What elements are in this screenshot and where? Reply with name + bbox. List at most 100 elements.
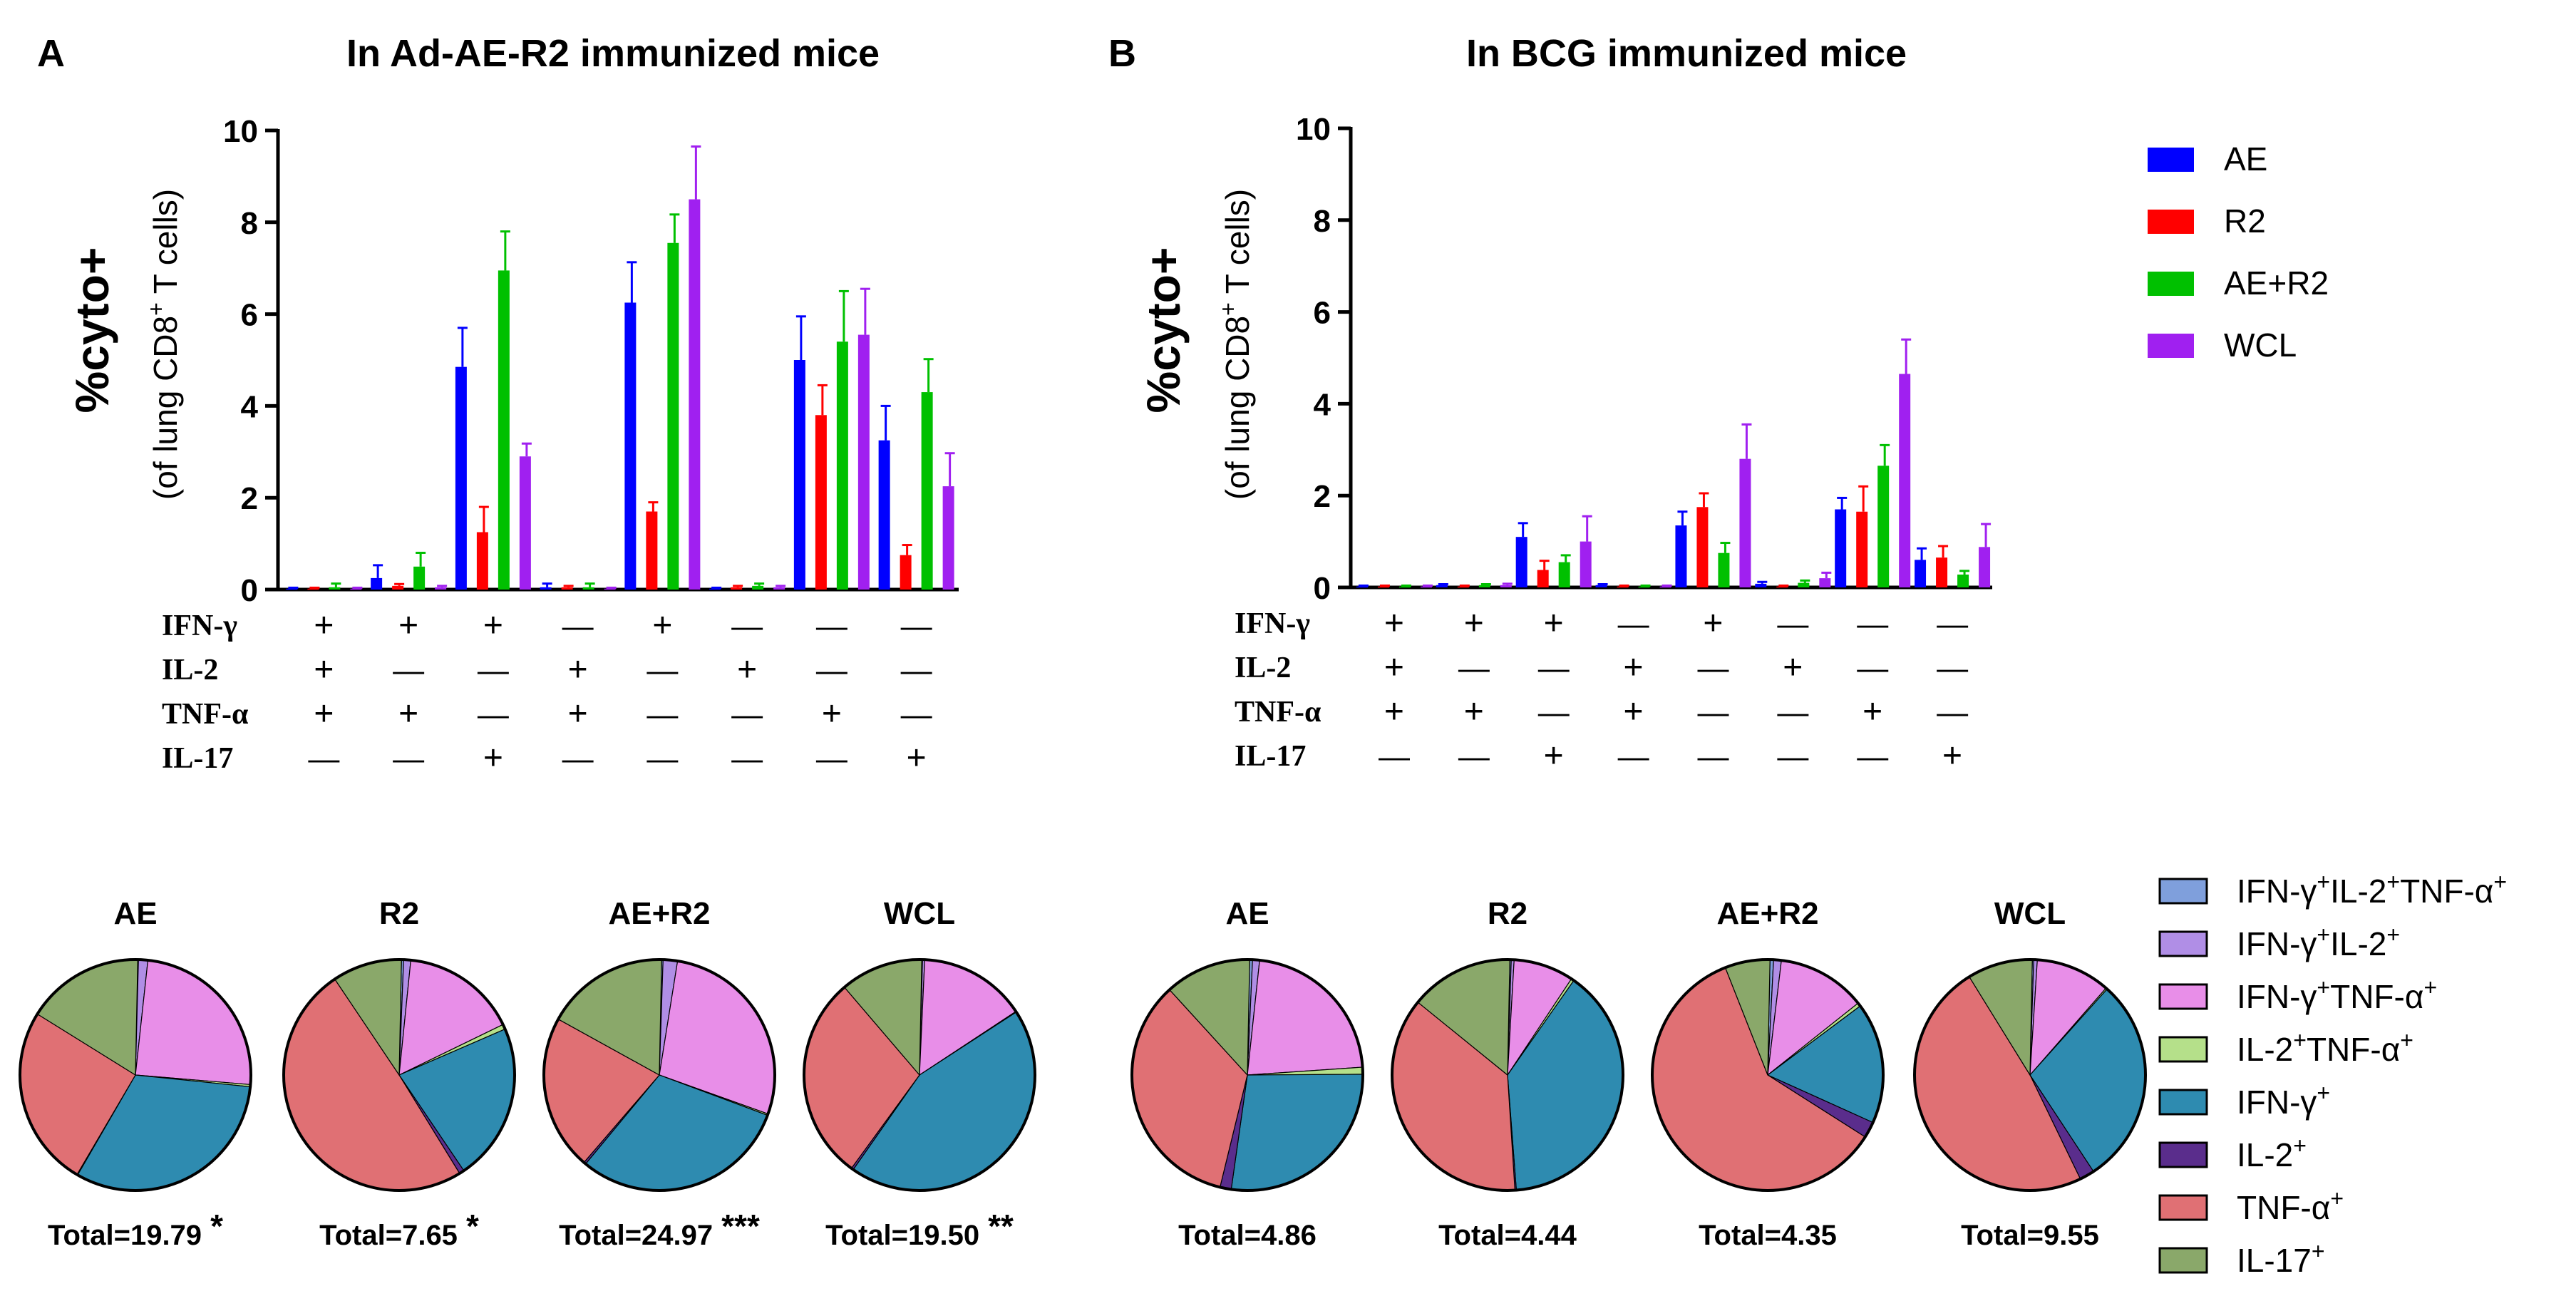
pie-legend-swatch [2158, 1089, 2208, 1116]
pie-total: Total=9.55 [1961, 1220, 2099, 1251]
marker-minus: — [1777, 607, 1808, 642]
bar-chart-a: 0 2 4 6 8 10 [223, 114, 959, 608]
y-tick-label: 6 [241, 298, 258, 333]
bar [413, 566, 426, 590]
marker-minus: — [393, 741, 424, 776]
panel-title-a: In Ad-AE-R2 immunized mice [346, 32, 880, 75]
pie-legend-label: IL-2+TNF-α+ [2237, 1027, 2413, 1068]
marker-plus: + [907, 739, 927, 777]
bar [604, 588, 616, 590]
marker-minus: — [901, 609, 932, 644]
bar [1755, 583, 1767, 587]
bar [350, 588, 362, 590]
bar-legend: AE R2 AE+R2 WCL [2148, 140, 2329, 364]
y-tick-label: 2 [241, 481, 258, 516]
bar [307, 588, 319, 590]
marker-minus: — [1857, 739, 1888, 774]
pie-legend-label: TNF-α+ [2237, 1186, 2344, 1226]
bar [1915, 560, 1927, 587]
marker-minus: — [646, 697, 678, 732]
bar [857, 334, 870, 590]
marker-plus: + [398, 607, 418, 644]
bar [942, 486, 954, 590]
pie-title: R2 [1488, 896, 1527, 931]
legend-swatch [2148, 334, 2194, 358]
bar-chart-b: 0 2 4 6 8 10 [1296, 112, 1992, 606]
marker-plus: + [483, 607, 503, 644]
bar [1835, 509, 1847, 587]
marker-plus: + [314, 651, 334, 689]
bar [1436, 585, 1448, 587]
bar [793, 360, 805, 590]
marker-plus: + [1384, 649, 1404, 687]
marker-plus: + [398, 695, 418, 733]
marker-row-label: IL-17 [162, 742, 233, 775]
marker-minus: — [731, 697, 763, 732]
bar [1398, 586, 1411, 588]
legend-label: AE+R2 [2224, 264, 2329, 302]
marker-plus: + [1384, 605, 1404, 642]
marker-minus: — [1697, 695, 1729, 730]
bar [1356, 586, 1368, 588]
bar [1877, 466, 1890, 587]
pie-title: AE [113, 896, 157, 931]
bar [709, 588, 721, 590]
marker-plus: + [1544, 737, 1564, 775]
y-axis-sub-b-group: (of lung CD8+ T cells) [1215, 189, 1256, 500]
bar [689, 199, 701, 590]
marker-plus: + [1783, 649, 1803, 687]
marker-minus: — [308, 741, 339, 776]
pie-total: Total=4.35 [1699, 1220, 1837, 1251]
marker-minus: — [1379, 739, 1410, 774]
bar [836, 341, 848, 590]
marker-plus: + [314, 695, 334, 733]
bar [878, 440, 890, 590]
marker-row-label: IL-2 [162, 654, 218, 687]
bar [540, 587, 552, 590]
bar [476, 532, 488, 590]
y-tick-label: 4 [1314, 387, 1331, 422]
y-axis-sub-a: (of lung CD8+ T cells) [143, 189, 184, 500]
bar [1798, 582, 1810, 587]
bar [646, 511, 658, 590]
pie-legend-swatch [2158, 878, 2208, 905]
marker-plus: + [822, 695, 842, 733]
bar [1595, 585, 1607, 587]
bar [1718, 552, 1730, 587]
marker-minus: — [562, 741, 594, 776]
bar [455, 366, 467, 590]
y-tick-label: 6 [1314, 296, 1331, 331]
significance-stars: * [466, 1208, 479, 1245]
marker-minus: — [1937, 651, 1968, 686]
pie-slice [1247, 960, 1364, 1076]
pie-outline [19, 958, 252, 1192]
bar [329, 587, 341, 590]
pie-total: Total=4.86 [1178, 1220, 1317, 1251]
pie-title: AE+R2 [1716, 896, 1818, 931]
bar [582, 587, 594, 590]
legend-swatch [2148, 210, 2194, 234]
pie-outline [1913, 958, 2147, 1192]
pie-total: Total=19.79 * [48, 1208, 223, 1251]
pie-title: WCL [884, 896, 955, 931]
pie-outline [1391, 958, 1624, 1192]
marker-minus: — [1857, 651, 1888, 686]
bar [1899, 374, 1911, 587]
pie-outline [1651, 958, 1885, 1192]
marker-minus: — [816, 609, 847, 644]
bar [1420, 586, 1432, 588]
y-axis-title-b: %cyto+ [1137, 247, 1190, 413]
bar [900, 555, 912, 590]
pie-slice [135, 960, 252, 1086]
marker-plus: + [1624, 649, 1644, 687]
marker-minus: — [1777, 695, 1808, 730]
bar [731, 587, 743, 590]
marker-plus: + [1624, 693, 1644, 731]
pie-total: Total=19.50 ** [825, 1208, 1014, 1251]
marker-plus: + [1464, 605, 1484, 642]
marker-minus: — [1697, 739, 1729, 774]
marker-minus: — [1777, 739, 1808, 774]
y-tick-label: 8 [241, 206, 258, 241]
legend-label: AE [2224, 140, 2267, 178]
